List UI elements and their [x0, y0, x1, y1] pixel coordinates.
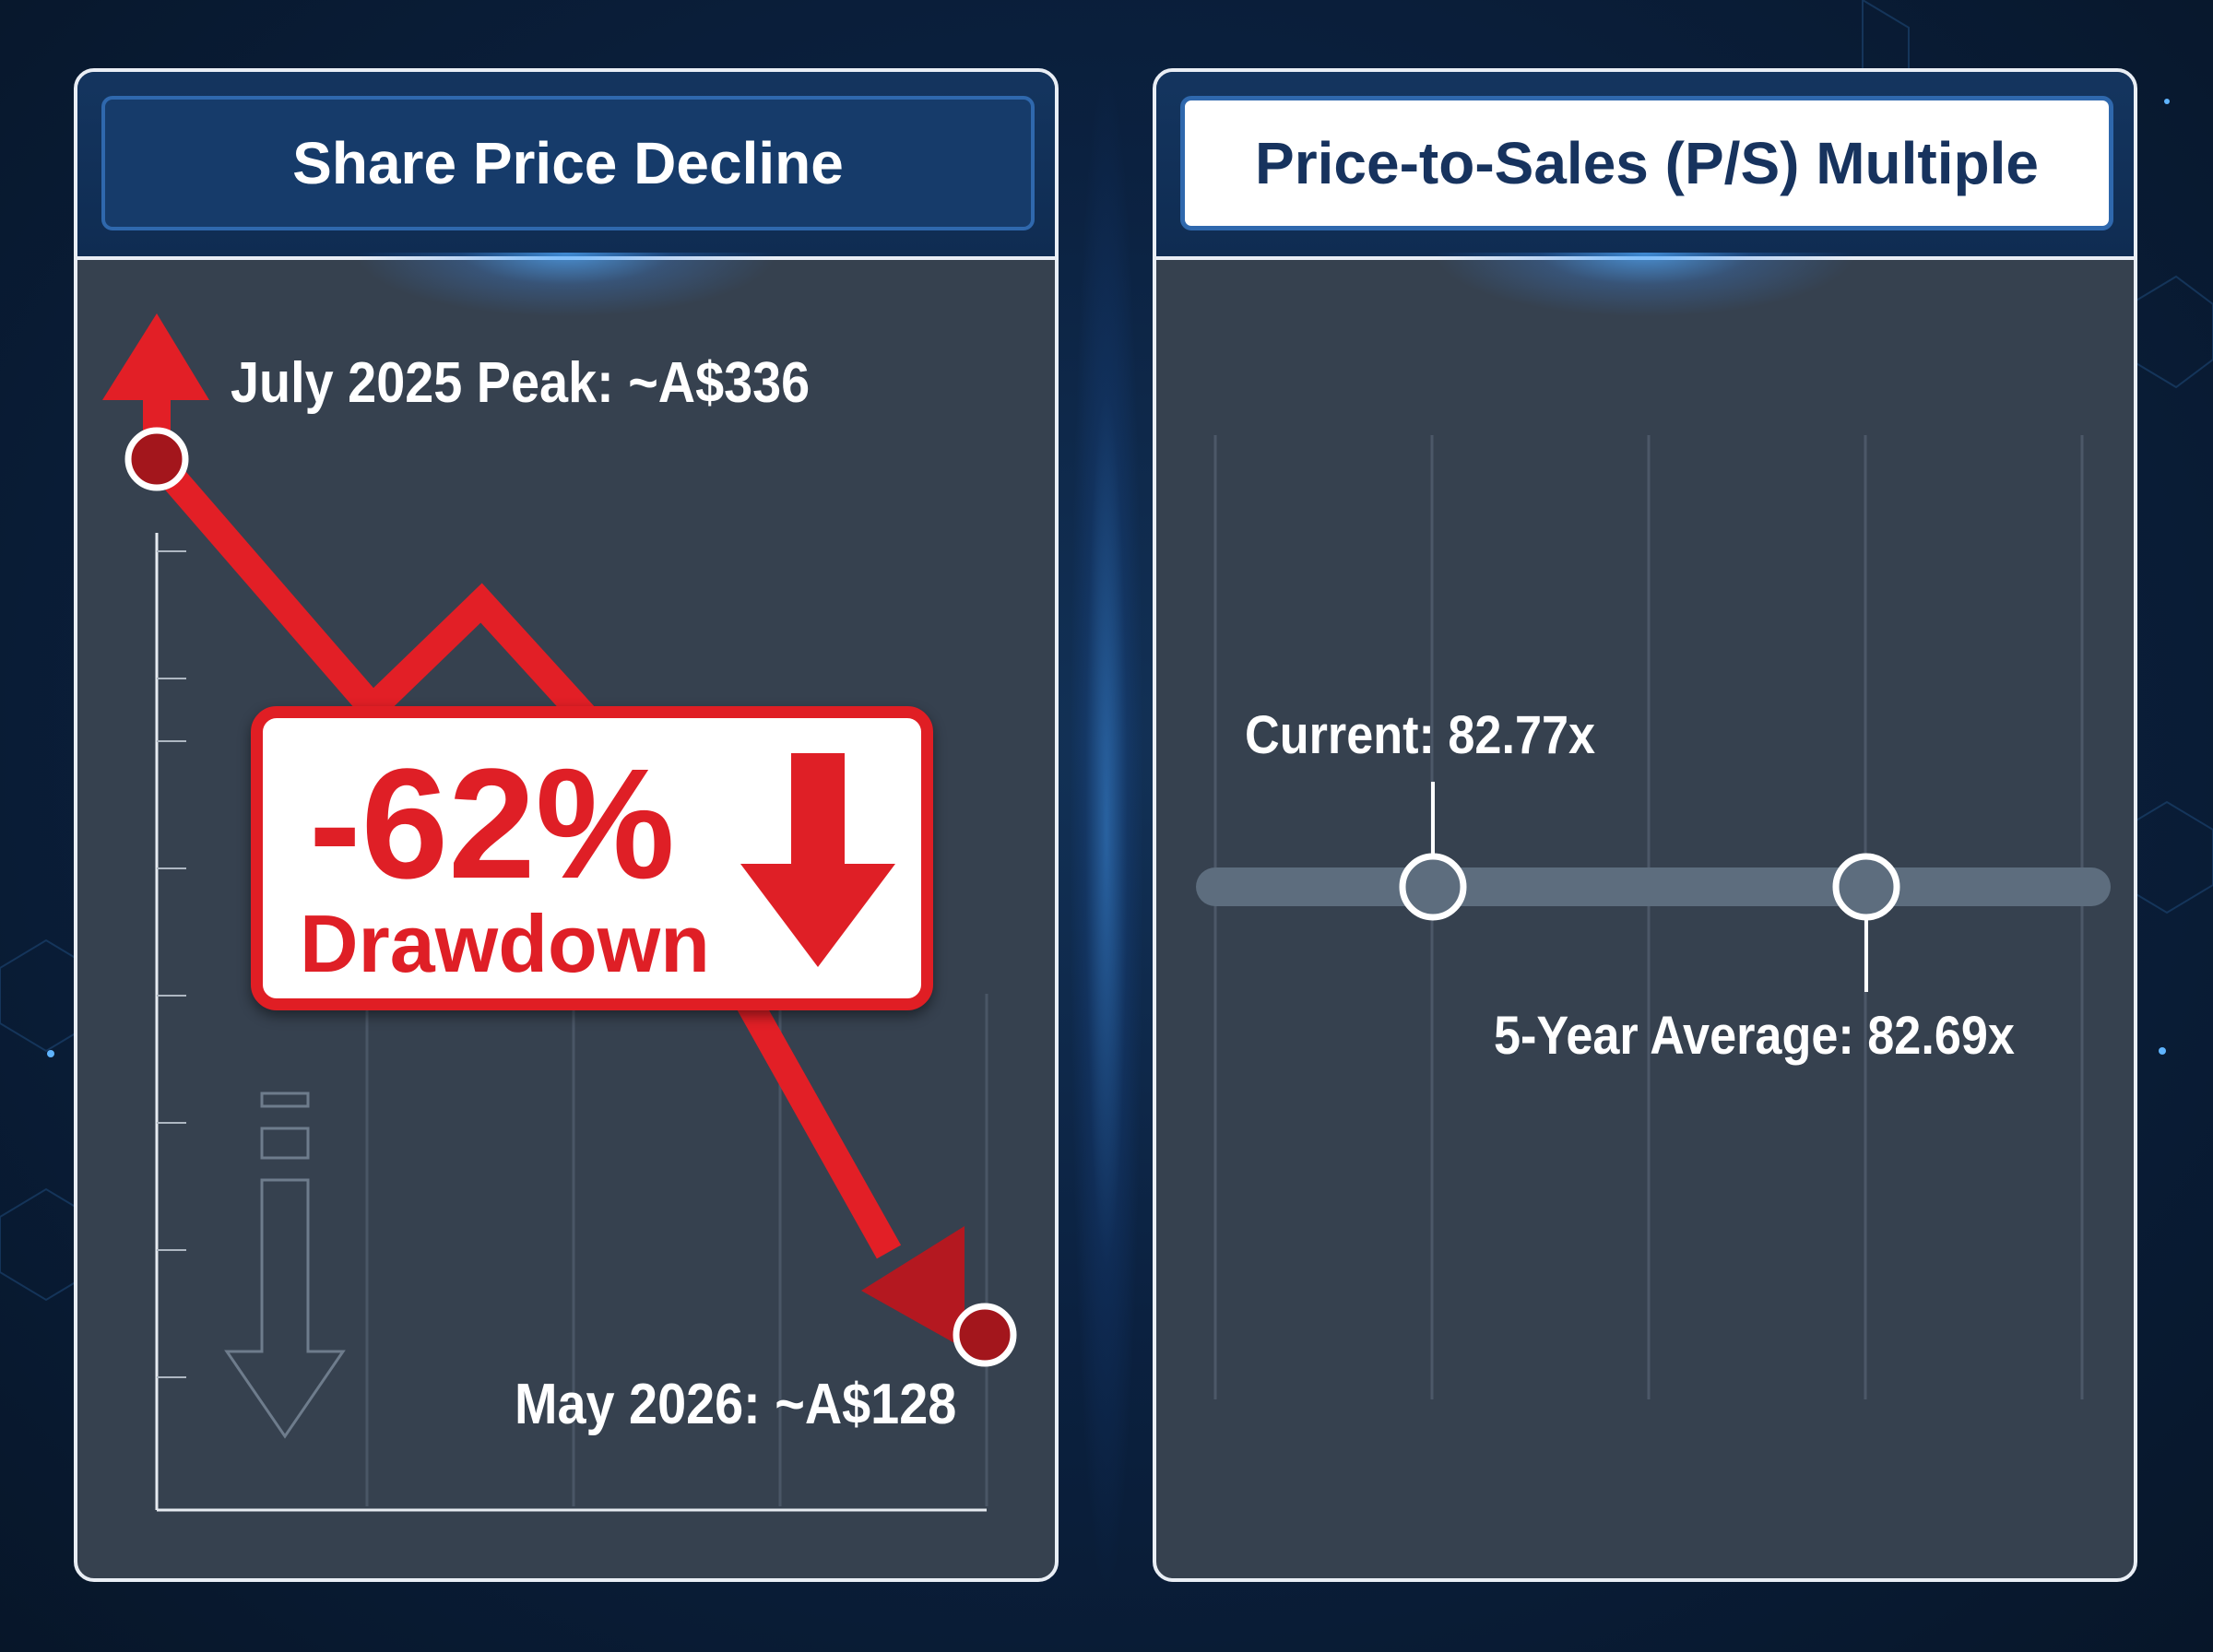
peak-label: July 2025 Peak: ~A$336	[231, 351, 811, 415]
current-marker	[1399, 782, 1467, 921]
bg-hexagon	[2129, 275, 2213, 389]
down-arrow-icon	[740, 753, 895, 967]
end-label: May 2026: ~A$128	[515, 1373, 957, 1436]
bg-glow-dot	[2164, 99, 2170, 104]
bg-glow-dot	[2159, 1047, 2166, 1055]
header-glow	[1433, 253, 1857, 317]
ps-multiple-chart	[1196, 435, 2111, 1399]
average-label: 5-Year Average: 82.69x	[1494, 1006, 2015, 1066]
chart-axes	[155, 533, 987, 1512]
current-point	[1399, 853, 1467, 921]
bg-glow-dot	[47, 1050, 54, 1057]
y-axis-ticks	[157, 550, 186, 1378]
down-arrow-outline-icon	[224, 1092, 346, 1439]
drawdown-label: Drawdown	[300, 898, 710, 989]
chart-gridlines	[1213, 435, 2084, 1399]
average-point	[1832, 853, 1900, 921]
down-arrow-head-icon	[861, 1226, 964, 1349]
share-price-panel: Share Price Decline	[74, 68, 1059, 1582]
current-label: Current: 82.77x	[1245, 705, 1596, 765]
drawdown-percent: -62%	[309, 737, 675, 912]
center-light-beam	[1070, 55, 1143, 1604]
header-glow	[354, 253, 778, 317]
up-arrow-head-icon	[102, 313, 209, 400]
ps-multiple-panel: Price-to-Sales (P/S) Multiple Current: 8…	[1153, 68, 2137, 1582]
panel-title: Share Price Decline	[101, 96, 1035, 230]
panel-title: Price-to-Sales (P/S) Multiple	[1180, 96, 2113, 230]
panel-header: Share Price Decline	[77, 72, 1055, 260]
drawdown-callout: -62% Drawdown	[251, 706, 933, 1010]
average-marker	[1832, 853, 1900, 992]
end-point	[953, 1303, 1017, 1367]
peak-point	[124, 427, 189, 491]
panel-header: Price-to-Sales (P/S) Multiple	[1156, 72, 2134, 260]
